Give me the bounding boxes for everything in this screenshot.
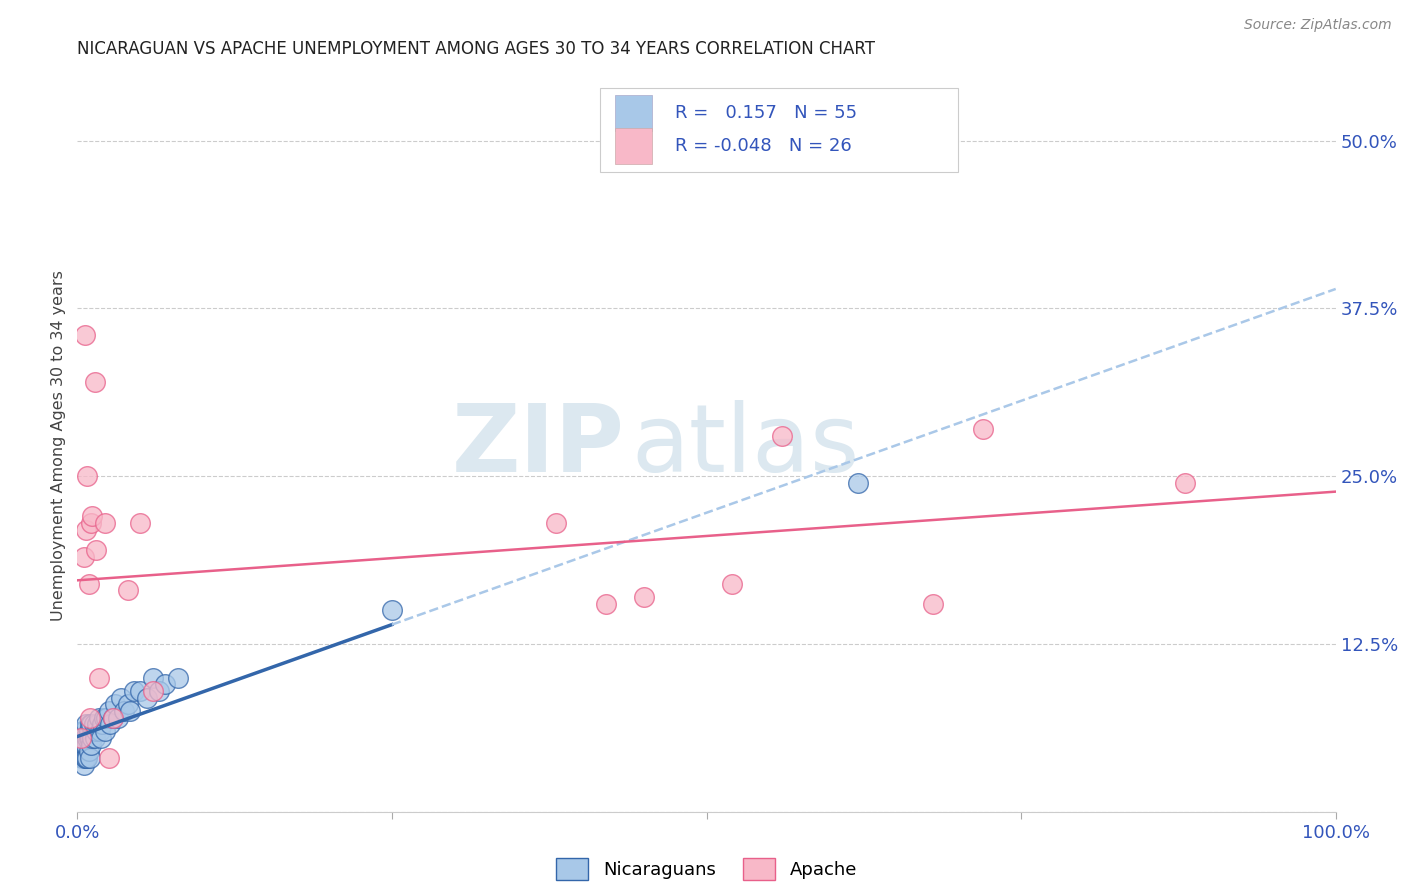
Point (87, 671, 110, 685)
Point (83, 717, 105, 731)
Point (72, 724, 94, 739)
Point (84, 724, 107, 739)
Point (120, 704, 142, 718)
Point (79, 731, 101, 745)
Point (595, 597, 617, 611)
Point (72, 549, 94, 564)
Point (142, 671, 165, 685)
Point (72, 751, 94, 765)
Point (80, 738, 103, 752)
Text: ZIP: ZIP (451, 400, 624, 492)
Point (77, 576, 100, 591)
Text: Source: ZipAtlas.com: Source: ZipAtlas.com (1244, 18, 1392, 32)
Point (72, 724, 94, 739)
Point (79, 717, 101, 731)
Point (1174, 475, 1197, 490)
Point (76, 751, 98, 765)
Point (73, 328, 96, 343)
Point (75, 717, 97, 731)
Text: NICARAGUAN VS APACHE UNEMPLOYMENT AMONG AGES 30 TO 34 YEARS CORRELATION CHART: NICARAGUAN VS APACHE UNEMPLOYMENT AMONG … (77, 40, 876, 58)
Point (72, 744, 94, 758)
Text: atlas: atlas (631, 400, 859, 492)
FancyBboxPatch shape (599, 87, 959, 171)
Point (80, 516, 103, 531)
Point (80, 717, 103, 731)
Point (129, 516, 152, 531)
Point (84, 543, 107, 558)
Point (770, 429, 793, 443)
Point (129, 684, 152, 698)
Point (107, 711, 129, 725)
Point (72, 738, 94, 752)
Point (72, 757, 94, 772)
Point (381, 603, 404, 617)
Y-axis label: Unemployment Among Ages 30 to 34 years: Unemployment Among Ages 30 to 34 years (51, 270, 66, 622)
Point (75, 751, 97, 765)
Point (82, 509, 104, 524)
Point (98, 717, 121, 731)
Point (77, 731, 100, 745)
Point (846, 475, 869, 490)
Point (75, 738, 97, 752)
Point (89, 724, 111, 739)
Point (70, 738, 93, 752)
Point (79, 751, 101, 765)
Point (73, 738, 96, 752)
Point (97, 704, 120, 718)
FancyBboxPatch shape (614, 95, 652, 131)
Point (101, 711, 124, 725)
Point (94, 724, 117, 739)
Point (720, 576, 742, 591)
Point (97, 751, 120, 765)
Point (148, 684, 170, 698)
Point (75, 523, 97, 537)
FancyBboxPatch shape (614, 128, 652, 164)
Point (122, 684, 145, 698)
Point (77, 744, 100, 758)
Point (73, 751, 96, 765)
Point (84, 731, 107, 745)
Point (101, 711, 124, 725)
Point (87, 711, 110, 725)
Point (93, 711, 115, 725)
Point (90, 731, 112, 745)
Point (86, 717, 108, 731)
Point (70, 731, 93, 745)
Point (112, 704, 135, 718)
Point (972, 422, 994, 436)
Point (117, 698, 139, 712)
Text: R = -0.048   N = 26: R = -0.048 N = 26 (675, 137, 852, 155)
Point (82, 731, 104, 745)
Point (167, 671, 190, 685)
Point (72, 744, 94, 758)
Point (77, 724, 100, 739)
Point (70, 731, 93, 745)
Point (96, 711, 118, 725)
Point (104, 698, 127, 712)
Point (633, 590, 655, 604)
Point (110, 690, 132, 705)
Point (91, 717, 114, 731)
Legend: Nicaraguans, Apache: Nicaraguans, Apache (548, 850, 865, 887)
Point (922, 597, 945, 611)
Point (76, 469, 98, 483)
Point (84, 376, 107, 390)
Point (79, 711, 101, 725)
Point (94, 516, 117, 531)
Text: R =   0.157   N = 55: R = 0.157 N = 55 (675, 104, 858, 122)
Point (76, 731, 98, 745)
Point (155, 677, 177, 691)
Point (73, 731, 96, 745)
Point (135, 690, 157, 705)
Point (117, 583, 139, 598)
Point (142, 684, 165, 698)
Point (544, 516, 567, 531)
